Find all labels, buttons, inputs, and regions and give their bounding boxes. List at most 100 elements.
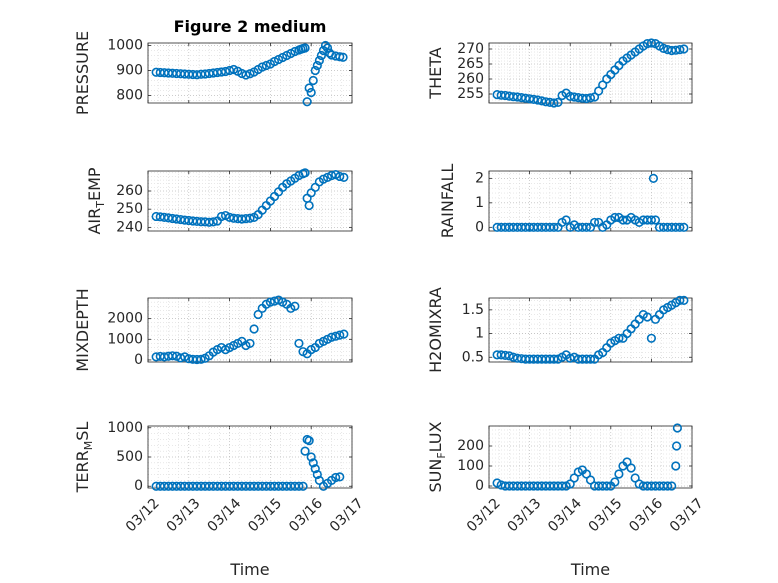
- data-point: [549, 354, 559, 364]
- axes-box: [147, 42, 353, 104]
- data-point: [646, 333, 657, 343]
- data-point: [549, 222, 559, 232]
- data-point: [304, 83, 314, 93]
- data-point: [294, 481, 304, 491]
- data-point: [569, 473, 579, 483]
- data-point: [650, 215, 661, 225]
- data-point: [610, 477, 620, 487]
- y-axis-label: RAINFALL: [438, 164, 457, 239]
- axes-box: [147, 297, 353, 363]
- axes-box: [488, 42, 693, 104]
- subplot-5: 0 1000 2000 MIXDEPTH: [73, 288, 353, 372]
- data-point: [245, 338, 255, 349]
- data-point: [622, 457, 632, 467]
- data-point: [339, 172, 349, 182]
- data-point: [167, 351, 178, 361]
- x-tick-label: 03/14: [204, 495, 244, 535]
- x-tick-label: 03/15: [586, 495, 626, 535]
- data-point: [257, 62, 267, 72]
- data-point: [208, 217, 218, 227]
- data-point: [300, 446, 310, 456]
- data-point: [581, 469, 592, 479]
- data-point: [630, 473, 640, 483]
- y-tick-label: 1000: [107, 420, 143, 436]
- data-point: [253, 309, 263, 320]
- y-tick-label: 260: [457, 71, 484, 87]
- data-point: [322, 43, 333, 53]
- data-point: [658, 43, 669, 54]
- data-point: [290, 301, 300, 311]
- data-point: [667, 481, 677, 491]
- data-point: [310, 464, 320, 474]
- x-tick-label: 03/17: [327, 495, 367, 535]
- data-point: [614, 469, 624, 479]
- data-point: [679, 44, 689, 54]
- data-point: [327, 50, 337, 60]
- data-point: [504, 351, 514, 361]
- subplot-7: 03/12 03/13 03/14 03/15 03/16 03/17 0 500 1000 TE…: [73, 420, 367, 579]
- y-axis-label: MIXDEPTH: [73, 288, 92, 371]
- data-point: [335, 52, 345, 62]
- data-point: [306, 87, 316, 98]
- x-tick-label: 03/13: [504, 495, 544, 535]
- data-point: [679, 295, 689, 305]
- x-tick-label: 03/12: [123, 495, 163, 535]
- data-point: [316, 50, 327, 61]
- data-point: [220, 66, 231, 77]
- data-point: [331, 331, 341, 341]
- subplot-3: 240 250 260 AIRTEMP: [85, 167, 353, 235]
- data-point: [671, 441, 682, 451]
- y-axis-label: PRESSURE: [73, 31, 92, 115]
- data-point: [335, 330, 345, 340]
- y-tick-label: 0: [475, 478, 484, 494]
- data-point: [585, 354, 596, 364]
- x-tick-label: 03/16: [626, 495, 666, 535]
- data-point: [308, 75, 318, 86]
- data-point: [298, 481, 308, 491]
- y-axis-label: AIRTEMP: [85, 167, 107, 234]
- data-point: [261, 60, 271, 71]
- data-point: [585, 475, 596, 485]
- data-point: [589, 92, 600, 102]
- data-point: [675, 44, 685, 55]
- y-tick-label: 0: [475, 219, 484, 235]
- y-tick-label: 0.5: [462, 349, 484, 365]
- data-point: [675, 295, 685, 305]
- data-point: [312, 469, 322, 480]
- data-point: [610, 212, 620, 223]
- axes-box: [147, 170, 353, 232]
- y-tick-label: 255: [457, 86, 484, 102]
- data-point: [245, 213, 255, 223]
- y-tick-label: 250: [116, 201, 143, 217]
- y-axis-label: SUNFLUX: [426, 421, 448, 492]
- data-point: [557, 481, 567, 491]
- x-tick-label: 03/14: [545, 495, 585, 535]
- data-point: [602, 481, 612, 491]
- y-tick-label: 2000: [107, 311, 143, 327]
- y-tick-label: 1000: [107, 331, 143, 347]
- data-point: [320, 40, 331, 51]
- x-tick-label: 03/13: [164, 495, 204, 535]
- subplot-8: 03/12 03/13 03/14 03/15 03/16 03/17 0 100 200 SUN…: [426, 421, 707, 579]
- data-point: [598, 80, 608, 90]
- y-tick-label: 1000: [107, 38, 143, 54]
- x-tick-label: 03/17: [667, 495, 707, 535]
- data-point: [618, 215, 628, 225]
- data-point: [335, 472, 345, 482]
- y-tick-label: 270: [457, 41, 484, 57]
- data-point: [671, 461, 681, 471]
- y-tick-label: 2: [475, 170, 484, 186]
- y-tick-label: 200: [457, 438, 484, 454]
- x-tick-label: 03/12: [464, 495, 504, 535]
- data-point: [241, 70, 251, 80]
- data-point: [565, 479, 575, 489]
- data-point: [302, 97, 312, 107]
- data-point: [594, 86, 604, 96]
- axes-box: [488, 297, 693, 363]
- y-axis-label: TERRMSL: [73, 422, 95, 494]
- data-point: [646, 38, 657, 48]
- y-tick-label: 900: [116, 63, 143, 79]
- x-axis-label: Time: [570, 560, 610, 579]
- data-point: [549, 98, 559, 108]
